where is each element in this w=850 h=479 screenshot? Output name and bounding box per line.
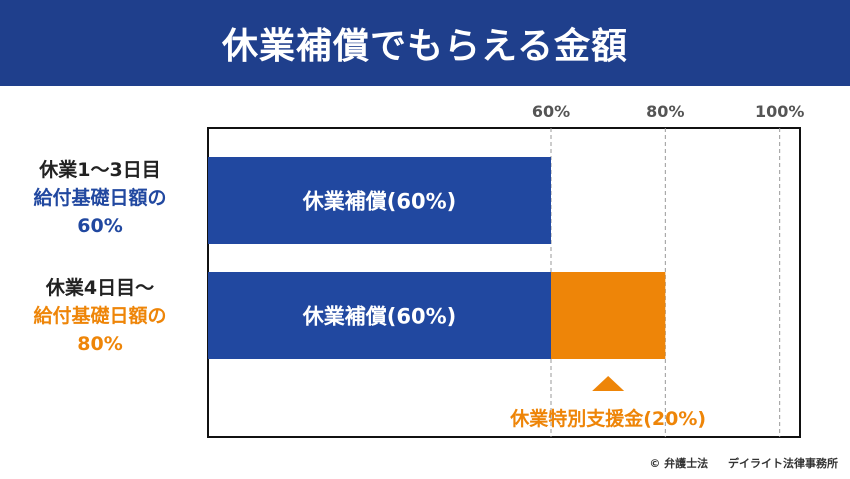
bar-2-segment-2	[551, 272, 666, 359]
row-label-1-line2: 給付基礎日額の	[33, 187, 167, 209]
tick-label-60: 60%	[532, 102, 570, 121]
row-label-2-line2: 給付基礎日額の	[33, 305, 167, 327]
row-label-2-line3: 80%	[77, 333, 123, 355]
row-label-2: 休業4日目～ 給付基礎日額の 80%	[0, 274, 200, 358]
tick-label-100: 100%	[755, 102, 804, 121]
annotation-label: 休業特別支援金(20%)	[509, 407, 706, 430]
bar-2-label: 休業補償(60%)	[302, 305, 456, 329]
row-label-1-line3: 60%	[77, 215, 123, 237]
row-label-2-line1: 休業4日目～	[45, 277, 155, 299]
bar-1-segment-1	[208, 157, 551, 244]
page-title: 休業補償でもらえる金額	[222, 26, 628, 67]
credit-firm: デイライト法律事務所	[728, 457, 838, 470]
row-label-1-line1: 休業1～3日目	[39, 159, 161, 181]
row-label-1: 休業1～3日目 給付基礎日額の 60%	[0, 156, 200, 240]
tick-label-80: 80%	[646, 102, 684, 121]
title-bar: 休業補償でもらえる金額	[0, 0, 850, 86]
credit: © 弁護士法 デイライト法律事務所	[649, 455, 838, 471]
credit-copyright: © 弁護士法	[649, 457, 709, 470]
bar-1-label: 休業補償(60%)	[302, 190, 456, 214]
bar-2-segment-1	[208, 272, 551, 359]
annotation-arrow	[592, 376, 625, 391]
